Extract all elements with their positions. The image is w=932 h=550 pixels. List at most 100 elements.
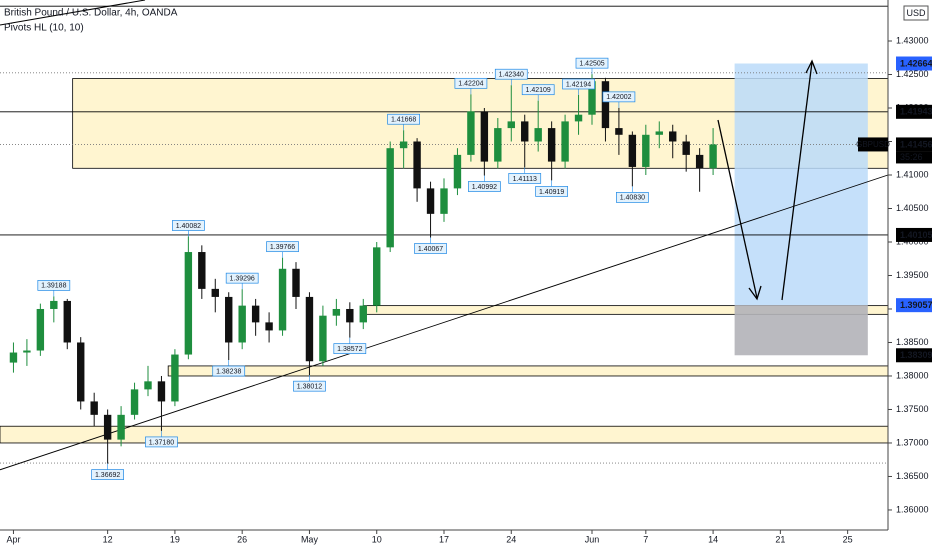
pivot-label: 1.37180 bbox=[149, 439, 174, 446]
price-axis: 1.36000 1.36500 1.37000 1.37500 1.38000 1.385… bbox=[6, 35, 932, 544]
pivot-box bbox=[508, 173, 542, 184]
pivot-box bbox=[225, 272, 259, 284]
candle-body bbox=[547, 128, 556, 162]
pivot-box bbox=[454, 77, 488, 89]
pivot-label: 1.40067 bbox=[418, 246, 443, 253]
candle-body bbox=[494, 128, 502, 162]
candle-body bbox=[521, 121, 529, 142]
annotations: 1.39188 1.36692 1.37180 1.40082 1.38238 1.392… bbox=[0, 0, 818, 480]
arrow bbox=[717, 119, 758, 299]
pivot-label: 1.36692 bbox=[95, 472, 120, 479]
candle-body bbox=[561, 121, 569, 162]
pivot-box bbox=[91, 469, 124, 480]
price-label: 1.39057 bbox=[900, 300, 932, 310]
pivot-label: 1.39766 bbox=[270, 244, 295, 251]
candle-body bbox=[682, 141, 690, 155]
pivot-label: 1.38238 bbox=[216, 368, 241, 375]
candle-body bbox=[615, 128, 623, 135]
currency-box bbox=[903, 5, 929, 21]
candle-body bbox=[426, 188, 435, 214]
price-label-box bbox=[896, 348, 932, 363]
arrow-head bbox=[748, 285, 762, 301]
candle-body bbox=[574, 114, 583, 122]
price-label: 1.38309 bbox=[900, 350, 932, 360]
pivot-box bbox=[266, 241, 299, 253]
pivot-label: 1.38572 bbox=[337, 346, 362, 353]
y-tick-label: 1.36500 bbox=[896, 471, 929, 481]
pivot-label: 1.40919 bbox=[539, 189, 564, 196]
x-tick-label: 14 bbox=[708, 534, 718, 544]
candle-body bbox=[642, 134, 650, 167]
candle-body bbox=[507, 121, 515, 129]
chart-title: British Pound / U.S. Dollar, 4h, OANDA bbox=[4, 8, 178, 19]
pivot-label: 1.40082 bbox=[176, 223, 201, 230]
price-label-box bbox=[896, 137, 932, 152]
x-tick-label: May bbox=[301, 534, 319, 544]
y-tick-label: 1.38500 bbox=[896, 337, 929, 347]
candle-body bbox=[628, 134, 637, 167]
candle-body bbox=[319, 315, 327, 362]
x-tick-label: 12 bbox=[103, 534, 113, 544]
candle-body bbox=[709, 144, 717, 169]
y-tick-label: 1.43000 bbox=[896, 35, 929, 45]
y-tick-label: 1.39500 bbox=[896, 270, 929, 280]
candle-body bbox=[332, 308, 341, 316]
x-tick-label: 19 bbox=[170, 534, 180, 544]
candle-body bbox=[184, 252, 193, 355]
candle-body bbox=[36, 308, 45, 351]
candle-body bbox=[198, 252, 206, 289]
symbol-box bbox=[858, 137, 888, 152]
candle-body bbox=[346, 308, 354, 323]
pivot-box bbox=[494, 68, 528, 80]
price-label-box bbox=[896, 104, 932, 119]
candle-body bbox=[669, 131, 677, 142]
x-tick-label: 21 bbox=[775, 534, 785, 544]
x-tick-label: 17 bbox=[439, 534, 449, 544]
pivot-box bbox=[387, 113, 420, 125]
candle-body bbox=[655, 131, 663, 135]
candle-body bbox=[480, 111, 489, 162]
candle-body bbox=[77, 342, 85, 402]
currency-label: USD bbox=[906, 8, 926, 18]
pivot-box bbox=[172, 220, 205, 231]
x-tick-label: 7 bbox=[643, 534, 648, 544]
x-tick-label: 24 bbox=[506, 534, 516, 544]
arrow bbox=[781, 61, 813, 301]
candle-body bbox=[453, 154, 462, 189]
candle-body bbox=[117, 414, 125, 440]
candle-body bbox=[695, 154, 704, 169]
pivot-box bbox=[293, 380, 326, 392]
pivot-box bbox=[562, 78, 595, 90]
candle-body bbox=[278, 268, 287, 331]
candle-body bbox=[292, 268, 300, 297]
candle-body bbox=[90, 401, 98, 415]
symbol-label: GBPUSD bbox=[856, 140, 890, 149]
zone bbox=[0, 425, 889, 444]
countdown: 35:26 bbox=[900, 152, 923, 162]
candle-body bbox=[251, 305, 260, 323]
pivot-label: 1.42194 bbox=[566, 81, 591, 88]
pivot-label: 1.41668 bbox=[391, 117, 416, 124]
pivot-box bbox=[414, 243, 447, 254]
x-tick-label: Apr bbox=[6, 534, 20, 544]
pivot-label: 1.40992 bbox=[472, 184, 497, 191]
candle-body bbox=[359, 305, 367, 323]
y-tick-label: 1.41000 bbox=[896, 169, 929, 179]
pivot-label: 1.39296 bbox=[230, 275, 255, 282]
price-label: 1.41943 bbox=[900, 107, 932, 117]
pivot-box bbox=[575, 57, 609, 69]
candle-body bbox=[386, 148, 394, 248]
arrow-head bbox=[805, 59, 818, 75]
candle-body bbox=[467, 111, 475, 155]
candle-body bbox=[305, 296, 314, 362]
price-label: 1.40105 bbox=[900, 230, 932, 240]
pivot-box bbox=[333, 343, 367, 355]
stop-zone bbox=[734, 305, 868, 356]
candle-body bbox=[373, 247, 381, 306]
candle-body bbox=[103, 414, 112, 440]
trend-line bbox=[0, 174, 889, 471]
pivot-box bbox=[212, 365, 246, 377]
candle-body bbox=[413, 141, 421, 189]
candle-body bbox=[50, 300, 58, 309]
